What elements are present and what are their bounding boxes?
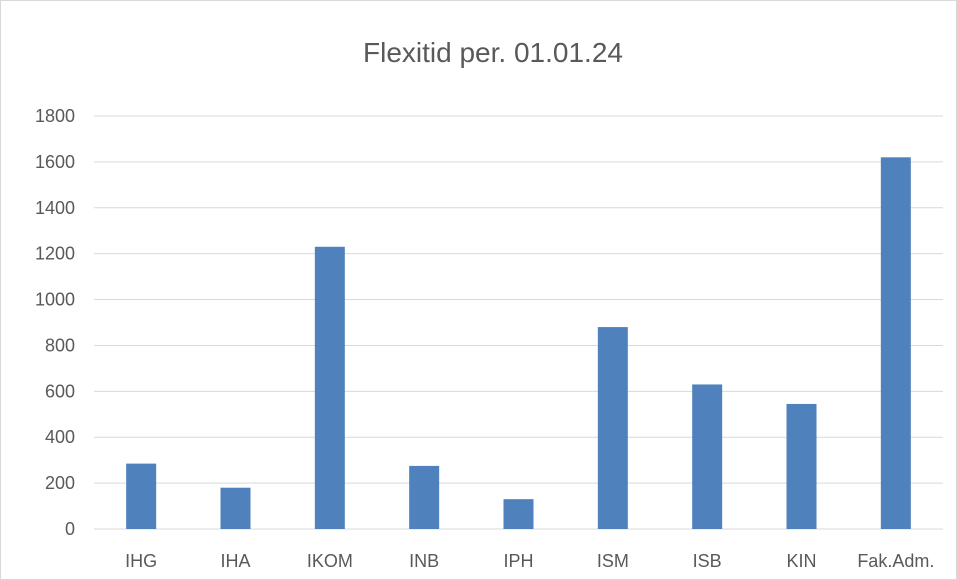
y-tick-label: 800 [45,335,75,355]
x-tick-label: KIN [786,551,816,571]
y-tick-label: 1000 [35,290,75,310]
y-tick-label: 1800 [35,106,75,126]
bar-fak-adm [880,157,911,530]
x-tick-label: Fak.Adm. [857,551,934,571]
x-tick-label: INB [409,551,439,571]
bar-ikom [314,246,345,530]
chart-title: Flexitid per. 01.01.24 [363,37,623,68]
bar-iph [503,499,534,529]
y-tick-label: 400 [45,427,75,447]
y-tick-label: 1400 [35,198,75,218]
x-tick-label: IHG [125,551,157,571]
x-tick-label: IKOM [307,551,353,571]
x-tick-label: IHA [220,551,250,571]
y-tick-label: 200 [45,473,75,493]
gridlines [94,115,943,530]
x-tick-label: ISB [693,551,722,571]
bar-inb [409,465,440,529]
bar-kin [786,403,817,529]
bars [126,157,911,530]
bar-isb [692,384,723,529]
y-axis-tick-labels: 0 200 400 600 800 1000 1200 1400 1600 1800 [35,106,75,539]
y-tick-label: 1600 [35,152,75,172]
y-tick-label: 1200 [35,244,75,264]
bar-ihg [126,463,157,529]
x-tick-label: IPH [503,551,533,571]
y-tick-label: 0 [65,519,75,539]
x-tick-label: ISM [597,551,629,571]
bar-ism [597,327,628,529]
bar-iha [220,487,251,529]
x-axis-tick-labels: IHG IHA IKOM INB IPH ISM ISB KIN Fak.Adm. [125,551,934,571]
y-tick-label: 600 [45,381,75,401]
